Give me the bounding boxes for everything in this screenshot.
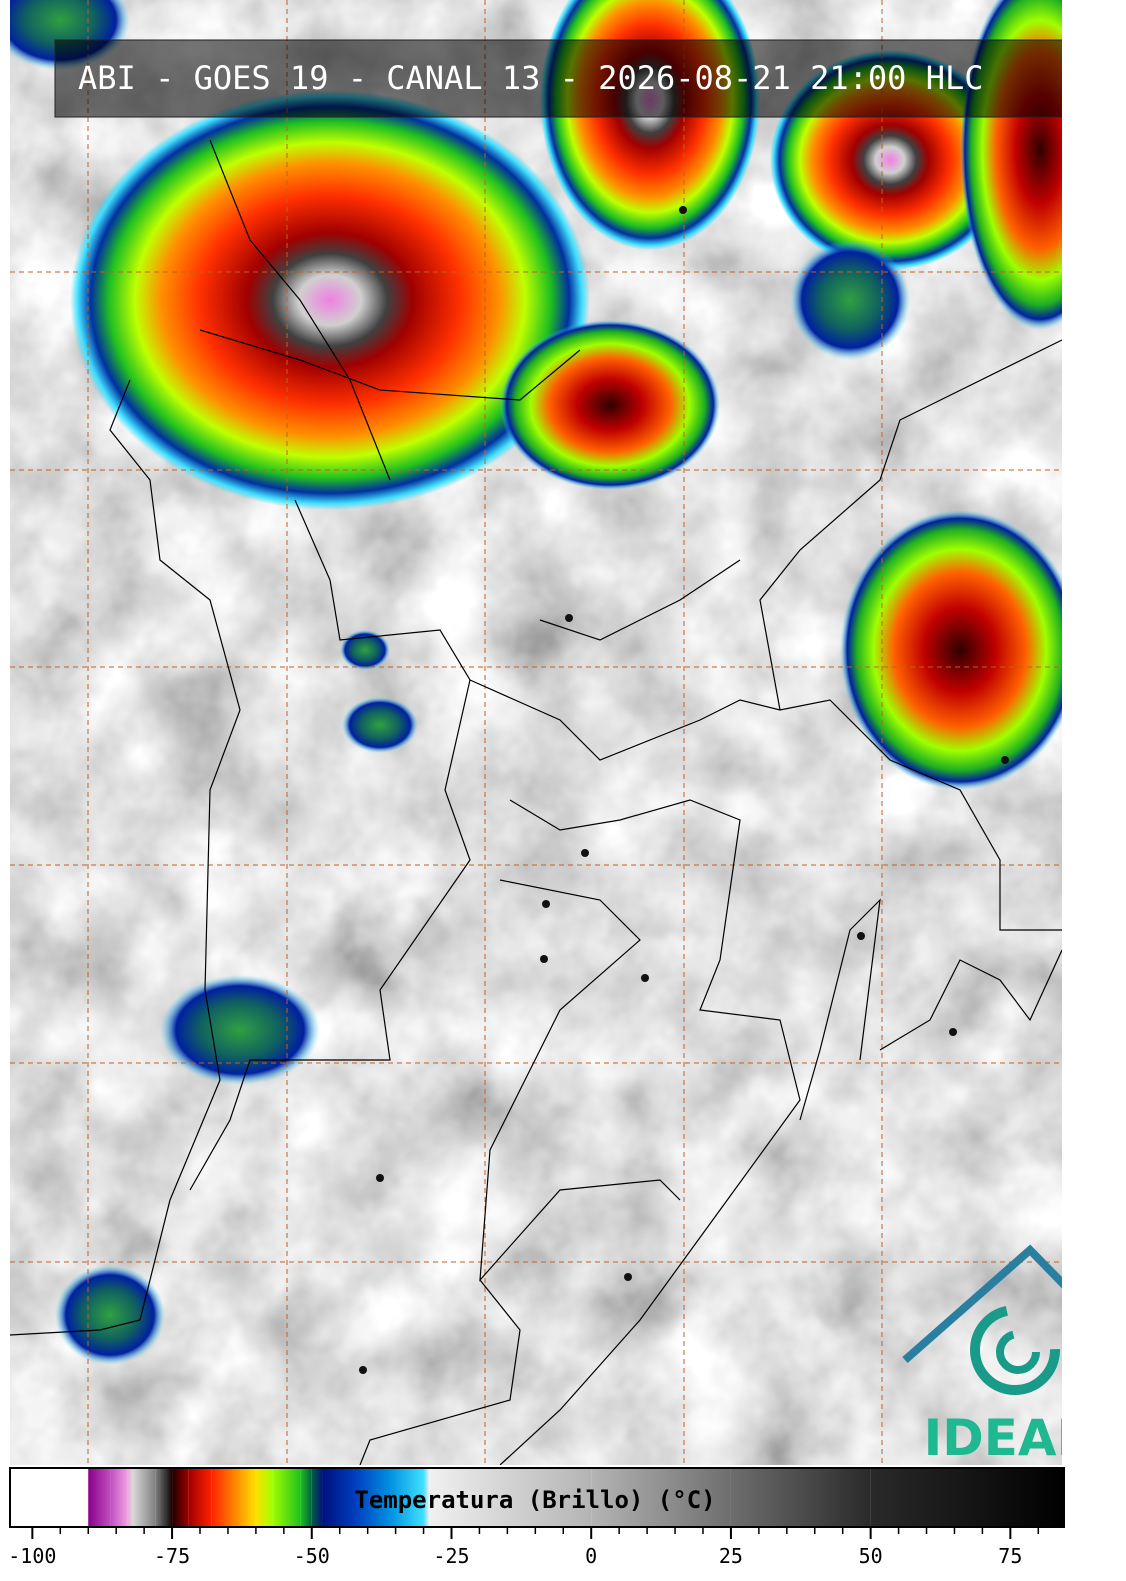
tick-label: -25 xyxy=(433,1544,469,1568)
colorbar-segment xyxy=(429,1468,592,1527)
colorbar-segment xyxy=(127,1468,133,1527)
colorbar-segment xyxy=(132,1468,156,1527)
cities xyxy=(359,206,1009,1374)
tick-label: -50 xyxy=(294,1544,330,1568)
tick-label: 75 xyxy=(998,1544,1022,1568)
logo-text: IDEAM xyxy=(924,1409,1107,1467)
colorbar-segment xyxy=(255,1468,273,1527)
colorbar-segment xyxy=(311,1468,323,1527)
colorbar-segment xyxy=(211,1468,234,1527)
colorbar-segment xyxy=(10,1468,89,1527)
tick-label: 0 xyxy=(585,1544,597,1568)
colorbar-segment xyxy=(870,1468,1064,1527)
tick-label: 50 xyxy=(859,1544,883,1568)
tick-label: -75 xyxy=(154,1544,190,1568)
colorbar-segment xyxy=(423,1468,430,1527)
tick-label: 25 xyxy=(719,1544,743,1568)
colorbar-segment xyxy=(172,1468,189,1527)
title-box xyxy=(54,39,1062,118)
colorbar-segment xyxy=(322,1468,357,1527)
colorbar-segment xyxy=(166,1468,173,1527)
colorbar-segment xyxy=(591,1468,731,1527)
colorbar-segment xyxy=(110,1468,128,1527)
colorbar-segment xyxy=(88,1468,111,1527)
logo: IDEAM xyxy=(902,1244,1107,1467)
colorbar-label: Temperatura (Brillo) (°C) xyxy=(354,1486,715,1514)
colorbar-segment xyxy=(188,1468,212,1527)
colorbar xyxy=(10,1468,1064,1527)
colorbar-segment xyxy=(390,1468,424,1527)
colorbar-segment xyxy=(730,1468,871,1527)
borders xyxy=(10,139,1062,1465)
colorbar-segment xyxy=(272,1468,301,1527)
satellite-image: ABI - GOES 19 - CANAL 13 - 2026-08-21 21… xyxy=(10,0,1107,1467)
graticule xyxy=(10,0,1062,1465)
tick-label: -100 xyxy=(8,1544,56,1568)
colorbar-segment xyxy=(155,1468,167,1527)
colorbar-frame xyxy=(9,1467,1065,1528)
title: ABI - GOES 19 - CANAL 13 - 2026-08-21 21… xyxy=(78,59,983,97)
colorbar-segment xyxy=(300,1468,312,1527)
colorbar-segment xyxy=(356,1468,391,1527)
colorbar-segment xyxy=(233,1468,256,1527)
